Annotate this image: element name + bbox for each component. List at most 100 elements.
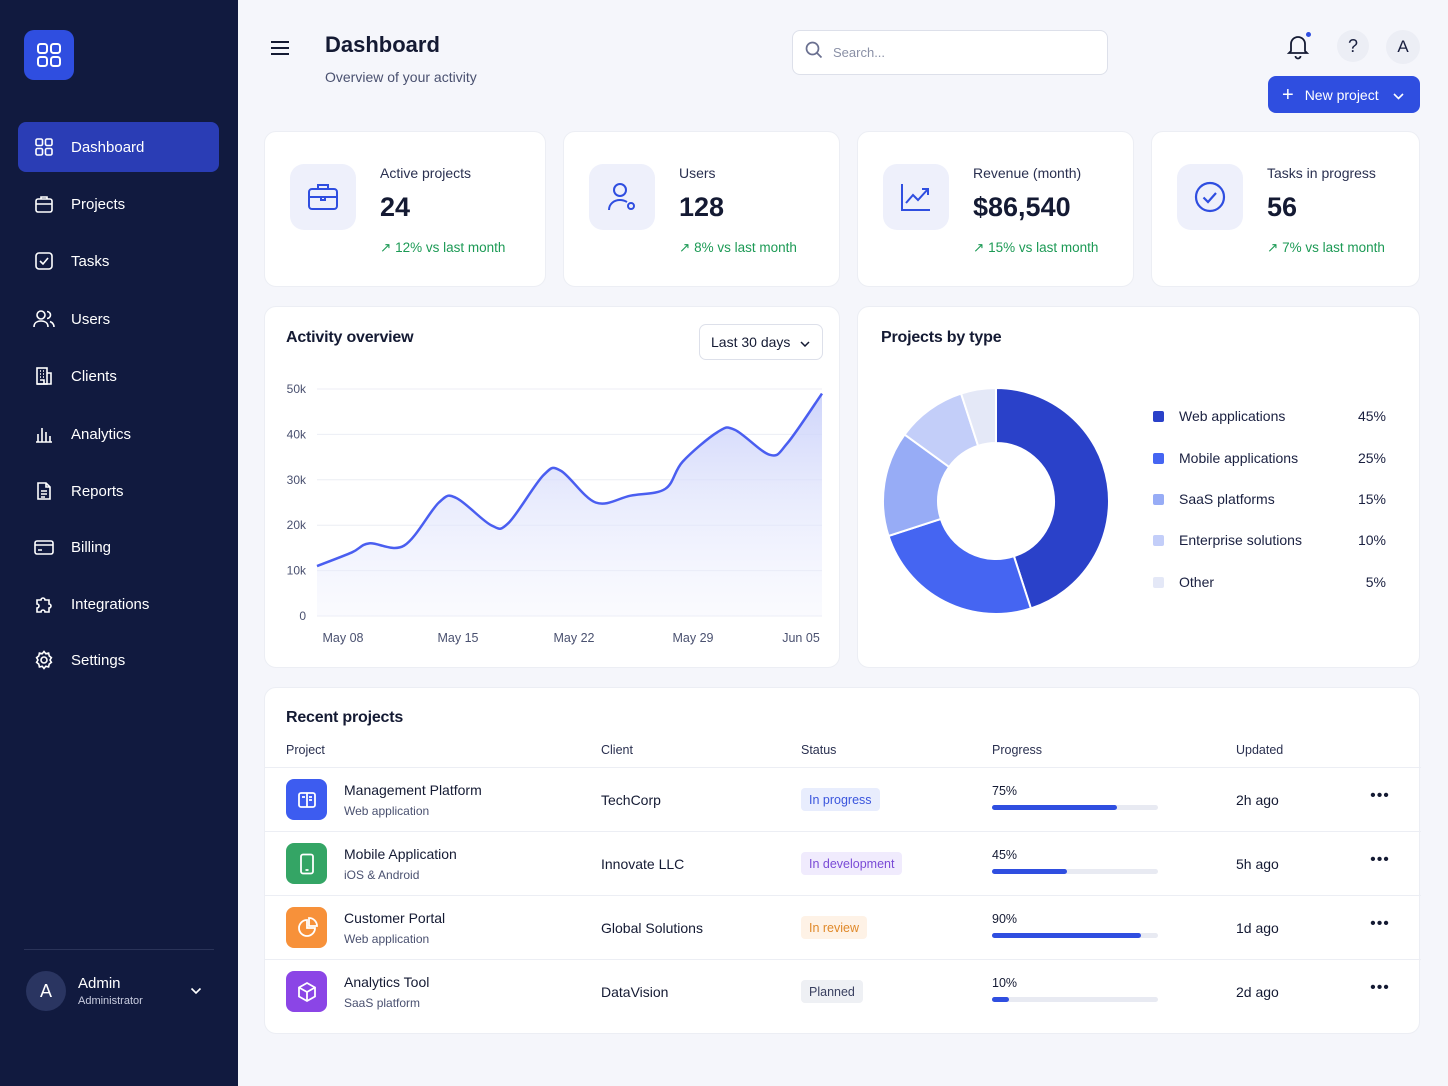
project-name[interactable]: Management Platform <box>344 782 482 798</box>
sidebar-divider <box>24 949 214 950</box>
page-subtitle: Overview of your activity <box>325 69 477 85</box>
progress-fill <box>992 805 1117 810</box>
board-icon <box>286 779 327 820</box>
x-tick-label: May 29 <box>673 631 714 645</box>
sidebar-item-tasks[interactable]: Tasks <box>18 236 219 286</box>
legend-value: 45% <box>1357 408 1386 424</box>
legend-label: Web applications <box>1179 408 1286 424</box>
more-options-icon[interactable]: ••• <box>1370 915 1390 932</box>
phone-icon <box>286 843 327 884</box>
legend-item: SaaS platforms 15% <box>1153 489 1386 509</box>
arrow-up-right-icon: ↗ <box>679 240 691 255</box>
progress-value: 45% <box>992 848 1018 862</box>
projects-donut-chart <box>882 386 1110 615</box>
progress-fill <box>992 933 1142 938</box>
donut-slice[interactable] <box>995 386 1110 610</box>
user-menu[interactable]: A Admin Administrator <box>26 970 216 1012</box>
y-tick-label: 20k <box>287 518 307 532</box>
updated-time: 2h ago <box>1236 792 1279 808</box>
sidebar-item-projects[interactable]: Projects <box>18 179 219 229</box>
donut-slice[interactable] <box>959 386 997 448</box>
sidebar: Dashboard Projects Tasks Users Clients A… <box>0 0 238 1086</box>
sidebar-item-label: Billing <box>71 538 112 556</box>
progress-value: 90% <box>992 912 1018 926</box>
column-header[interactable]: Project <box>286 743 325 757</box>
sidebar-item-analytics[interactable]: Analytics <box>18 409 219 459</box>
project-name[interactable]: Analytics Tool <box>344 974 430 990</box>
project-type: SaaS platform <box>344 996 421 1010</box>
project-name[interactable]: Customer Portal <box>344 910 446 926</box>
stat-change: ↗ 12% vs last month <box>380 240 506 255</box>
help-icon[interactable]: ? <box>1337 30 1369 62</box>
table-row[interactable]: Analytics Tool SaaS platform DataVision … <box>265 959 1421 1023</box>
recent-projects-card: Recent projects Project Client Status Pr… <box>264 687 1421 1034</box>
table-row[interactable]: Management Platform Web application Tech… <box>265 767 1421 831</box>
projects-by-type-card: Projects by type Web applications 45% Mobi… <box>857 306 1420 668</box>
project-name[interactable]: Mobile Application <box>344 846 457 862</box>
card-title: Activity overview <box>286 329 414 346</box>
more-options-icon[interactable]: ••• <box>1370 851 1390 868</box>
range-select[interactable]: Last 30 days <box>699 324 823 360</box>
sidebar-item-label: Reports <box>71 482 124 500</box>
users-icon <box>33 308 55 330</box>
notification-dot <box>1304 30 1313 39</box>
legend-item: Web applications 45% <box>1153 406 1386 426</box>
donut-slice[interactable] <box>887 517 1033 615</box>
updated-time: 1d ago <box>1236 920 1279 936</box>
briefcase-icon <box>33 193 55 215</box>
stat-value: 56 <box>1267 192 1298 222</box>
sidebar-item-integrations[interactable]: Integrations <box>18 579 219 629</box>
y-tick-label: 30k <box>287 473 307 487</box>
column-header[interactable]: Status <box>801 743 837 757</box>
sidebar-item-users[interactable]: Users <box>18 294 219 344</box>
x-tick-label: May 22 <box>554 631 595 645</box>
legend-swatch <box>1153 452 1164 464</box>
notification-bell-icon[interactable] <box>1285 30 1313 60</box>
column-header[interactable]: Client <box>601 743 633 757</box>
sidebar-item-label: Dashboard <box>71 138 145 156</box>
updated-time: 5h ago <box>1236 856 1279 872</box>
trend-up-icon <box>883 164 949 230</box>
legend-value: 5% <box>1365 574 1386 590</box>
gear-icon <box>33 649 55 671</box>
avatar[interactable]: A <box>1386 30 1420 64</box>
more-options-icon[interactable]: ••• <box>1370 979 1390 996</box>
project-type: iOS & Android <box>344 868 420 882</box>
sidebar-item-reports[interactable]: Reports <box>18 466 219 516</box>
sidebar-item-label: Settings <box>71 651 126 669</box>
stat-change: ↗ 8% vs last month <box>679 240 797 255</box>
credit-card-icon <box>33 536 55 558</box>
legend-label: SaaS platforms <box>1179 491 1275 507</box>
more-options-icon[interactable]: ••• <box>1370 787 1390 804</box>
sidebar-item-label: Clients <box>71 367 117 385</box>
stat-value: 24 <box>380 192 411 222</box>
chevron-down-icon <box>800 334 810 350</box>
arrow-up-right-icon: ↗ <box>380 240 392 255</box>
column-header[interactable]: Progress <box>992 743 1043 757</box>
legend-item: Enterprise solutions 10% <box>1153 530 1386 550</box>
status-badge: In progress <box>801 788 880 811</box>
stat-label: Users <box>679 165 716 181</box>
sidebar-item-billing[interactable]: Billing <box>18 522 219 572</box>
search-input[interactable] <box>833 45 1073 60</box>
y-tick-label: 40k <box>287 427 307 441</box>
sidebar-item-label: Projects <box>71 195 126 213</box>
briefcase-icon <box>290 164 356 230</box>
table-row[interactable]: Customer Portal Web application Global S… <box>265 895 1421 959</box>
stat-label: Tasks in progress <box>1267 165 1376 181</box>
column-header[interactable]: Updated <box>1236 743 1284 757</box>
sidebar-item-clients[interactable]: Clients <box>18 351 219 401</box>
range-label: Last 30 days <box>711 334 791 350</box>
search-box[interactable] <box>792 30 1108 75</box>
check-circle-icon <box>1177 164 1243 230</box>
x-tick-label: May 15 <box>438 631 479 645</box>
menu-icon[interactable] <box>270 40 290 61</box>
sidebar-item-dashboard[interactable]: Dashboard <box>18 122 219 172</box>
sidebar-item-settings[interactable]: Settings <box>18 635 219 685</box>
new-project-button[interactable]: + New project <box>1268 76 1420 113</box>
app-logo[interactable] <box>24 30 74 80</box>
puzzle-icon <box>33 593 55 615</box>
progress-fill <box>992 869 1067 874</box>
table-row[interactable]: Mobile Application iOS & Android Innovat… <box>265 831 1421 895</box>
chevron-down-icon <box>190 982 202 1000</box>
